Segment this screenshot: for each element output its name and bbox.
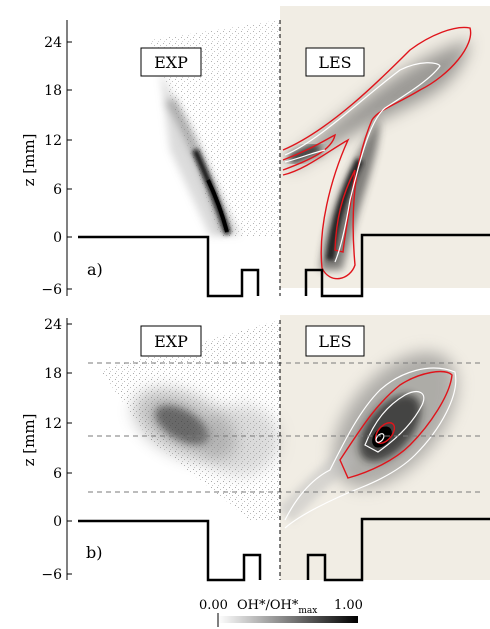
- colorbar-gradient: [218, 616, 358, 623]
- y-axis-label: z [mm]: [20, 414, 38, 467]
- burner-geometry-right: [304, 233, 490, 298]
- burner-geometry-left: [78, 235, 260, 298]
- exp-image: [100, 320, 280, 520]
- contour-red-outer: [339, 370, 453, 479]
- y-ticks: [67, 41, 72, 290]
- colorbar-max-label: 1.00: [334, 598, 363, 613]
- ytick-6: 6: [53, 182, 62, 198]
- ytick-18: 18: [44, 366, 62, 382]
- ytick-12: 12: [44, 416, 62, 432]
- exp-label-box: [140, 47, 202, 77]
- ytick-6: 6: [53, 466, 62, 482]
- contour-white-outer: [284, 367, 457, 529]
- burner-geometry-left: [78, 519, 262, 582]
- ytick-neg6: −6: [41, 282, 62, 298]
- contour-red-outer: [282, 26, 472, 280]
- burner-geometry-right: [306, 517, 490, 582]
- les-label-box: [305, 47, 365, 77]
- les-label-box: [305, 325, 365, 357]
- colorbar: 0.00 OH*/OH*max 1.00: [199, 598, 363, 627]
- y-axis-label: z [mm]: [20, 134, 38, 187]
- colorbar-min-label: 0.00: [199, 598, 228, 613]
- ytick-0: 0: [53, 514, 62, 530]
- colorbar-title: OH*/OH*max: [237, 598, 317, 616]
- panel-label-a: a): [87, 260, 103, 279]
- contour-white: [284, 62, 441, 263]
- ytick-18: 18: [44, 83, 62, 99]
- les-image: [282, 26, 472, 280]
- colorbar-title-sub: max: [298, 606, 317, 616]
- ytick-12: 12: [44, 133, 62, 149]
- les-label: LES: [318, 53, 351, 72]
- ytick-neg6: −6: [41, 567, 62, 583]
- les-label: LES: [318, 332, 351, 351]
- panel-a: 24 18 12 6 0 −6 z [mm] EXP LES a): [20, 6, 490, 298]
- panel-label-b: b): [86, 543, 102, 562]
- panel-b: 24 18 12 6 0 −6 z [mm] EXP LES b): [20, 315, 490, 583]
- y-ticks: [67, 323, 72, 575]
- exp-label: EXP: [154, 53, 188, 72]
- ytick-24: 24: [44, 317, 62, 333]
- exp-label-box: [140, 325, 202, 357]
- exp-label: EXP: [154, 332, 188, 351]
- ytick-0: 0: [53, 230, 62, 246]
- ytick-24: 24: [44, 35, 62, 51]
- colorbar-title-main: OH*/OH*: [237, 598, 299, 613]
